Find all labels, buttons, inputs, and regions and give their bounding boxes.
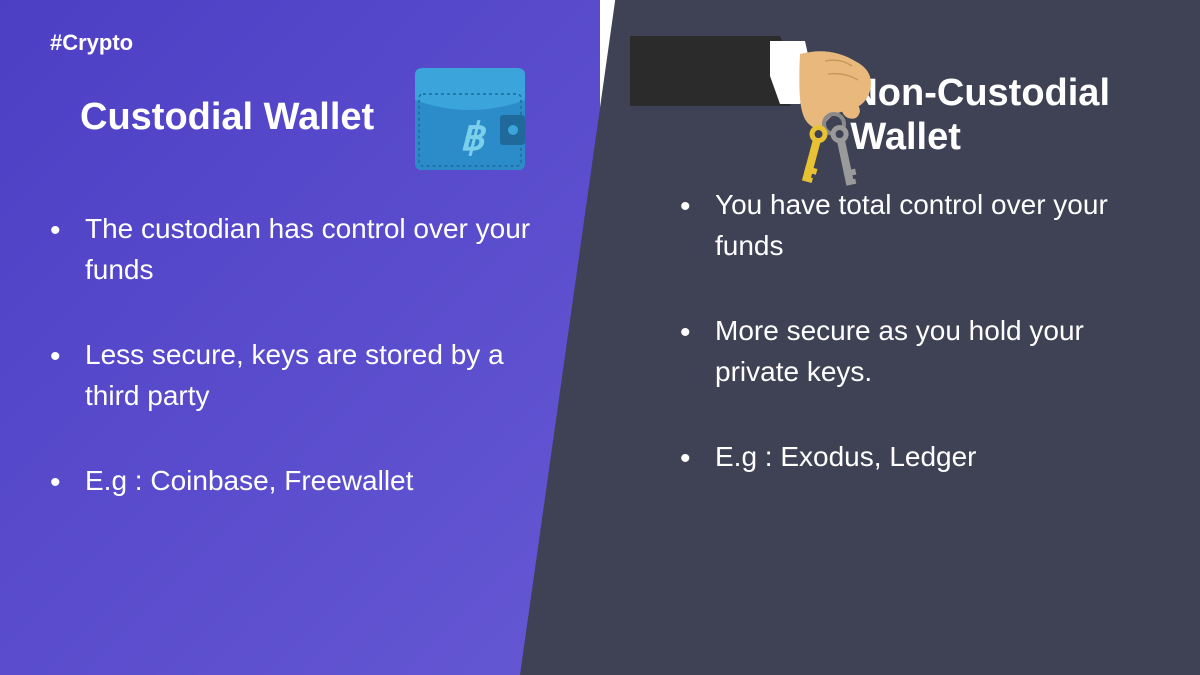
right-bullet-2: More secure as you hold your private key… bbox=[680, 311, 1150, 392]
right-title: Non-Custodial Wallet bbox=[850, 72, 1110, 159]
svg-text:฿: ฿ bbox=[460, 117, 487, 159]
infographic-container: #Crypto Custodial Wallet The custodian h… bbox=[0, 0, 1200, 675]
left-bullet-2: Less secure, keys are stored by a third … bbox=[50, 335, 550, 416]
left-bullet-list: The custodian has control over your fund… bbox=[50, 209, 550, 502]
hashtag-label: #Crypto bbox=[50, 30, 550, 56]
right-bullet-3: E.g : Exodus, Ledger bbox=[680, 437, 1150, 478]
left-bullet-3: E.g : Coinbase, Freewallet bbox=[50, 461, 550, 502]
right-title-line1: Non-Custodial bbox=[850, 72, 1110, 114]
wallet-icon: ฿ bbox=[405, 60, 535, 185]
hand-keys-icon bbox=[630, 36, 880, 241]
left-bullet-1: The custodian has control over your fund… bbox=[50, 209, 550, 290]
